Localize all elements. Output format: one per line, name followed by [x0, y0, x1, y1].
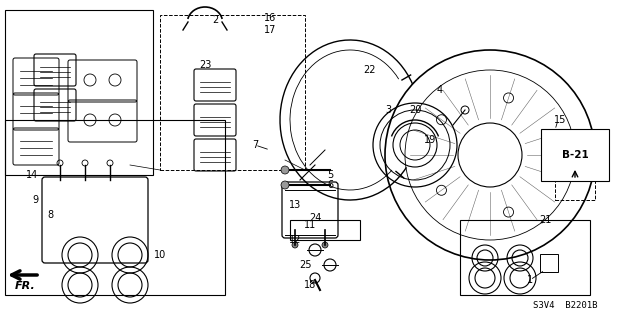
- Text: 12: 12: [289, 235, 301, 245]
- Text: 10: 10: [154, 250, 166, 260]
- Text: 4: 4: [437, 85, 443, 95]
- Bar: [5, 120, 225, 295]
- Text: FR.: FR.: [15, 281, 35, 291]
- Circle shape: [322, 242, 328, 248]
- Text: 23: 23: [199, 60, 211, 70]
- Text: B-21: B-21: [562, 150, 588, 160]
- Text: 16: 16: [264, 13, 276, 23]
- Text: 18: 18: [304, 280, 316, 290]
- Text: 24: 24: [309, 213, 321, 223]
- Text: 6: 6: [327, 180, 333, 190]
- Bar: [555, 170, 595, 200]
- Text: 1: 1: [527, 275, 533, 285]
- Text: 25: 25: [299, 260, 311, 270]
- Text: 7: 7: [252, 140, 258, 150]
- Text: 17: 17: [264, 25, 276, 35]
- Text: 19: 19: [424, 135, 436, 145]
- Text: 14: 14: [26, 170, 38, 180]
- Circle shape: [281, 181, 289, 189]
- Bar: [5, 10, 153, 175]
- Text: 22: 22: [364, 65, 376, 75]
- Bar: [160, 15, 305, 170]
- Circle shape: [281, 166, 289, 174]
- Text: S3V4  B2201B: S3V4 B2201B: [532, 300, 597, 309]
- Text: 5: 5: [327, 170, 333, 180]
- Text: 13: 13: [289, 200, 301, 210]
- Text: 9: 9: [32, 195, 38, 205]
- Text: 8: 8: [47, 210, 53, 220]
- Text: 2: 2: [212, 15, 218, 25]
- Text: 11: 11: [304, 220, 316, 230]
- Text: 20: 20: [409, 105, 421, 115]
- Text: 15: 15: [554, 115, 566, 125]
- Circle shape: [292, 242, 298, 248]
- Bar: [460, 220, 590, 295]
- Bar: [540, 254, 558, 272]
- Text: 3: 3: [385, 105, 391, 115]
- Text: 21: 21: [539, 215, 551, 225]
